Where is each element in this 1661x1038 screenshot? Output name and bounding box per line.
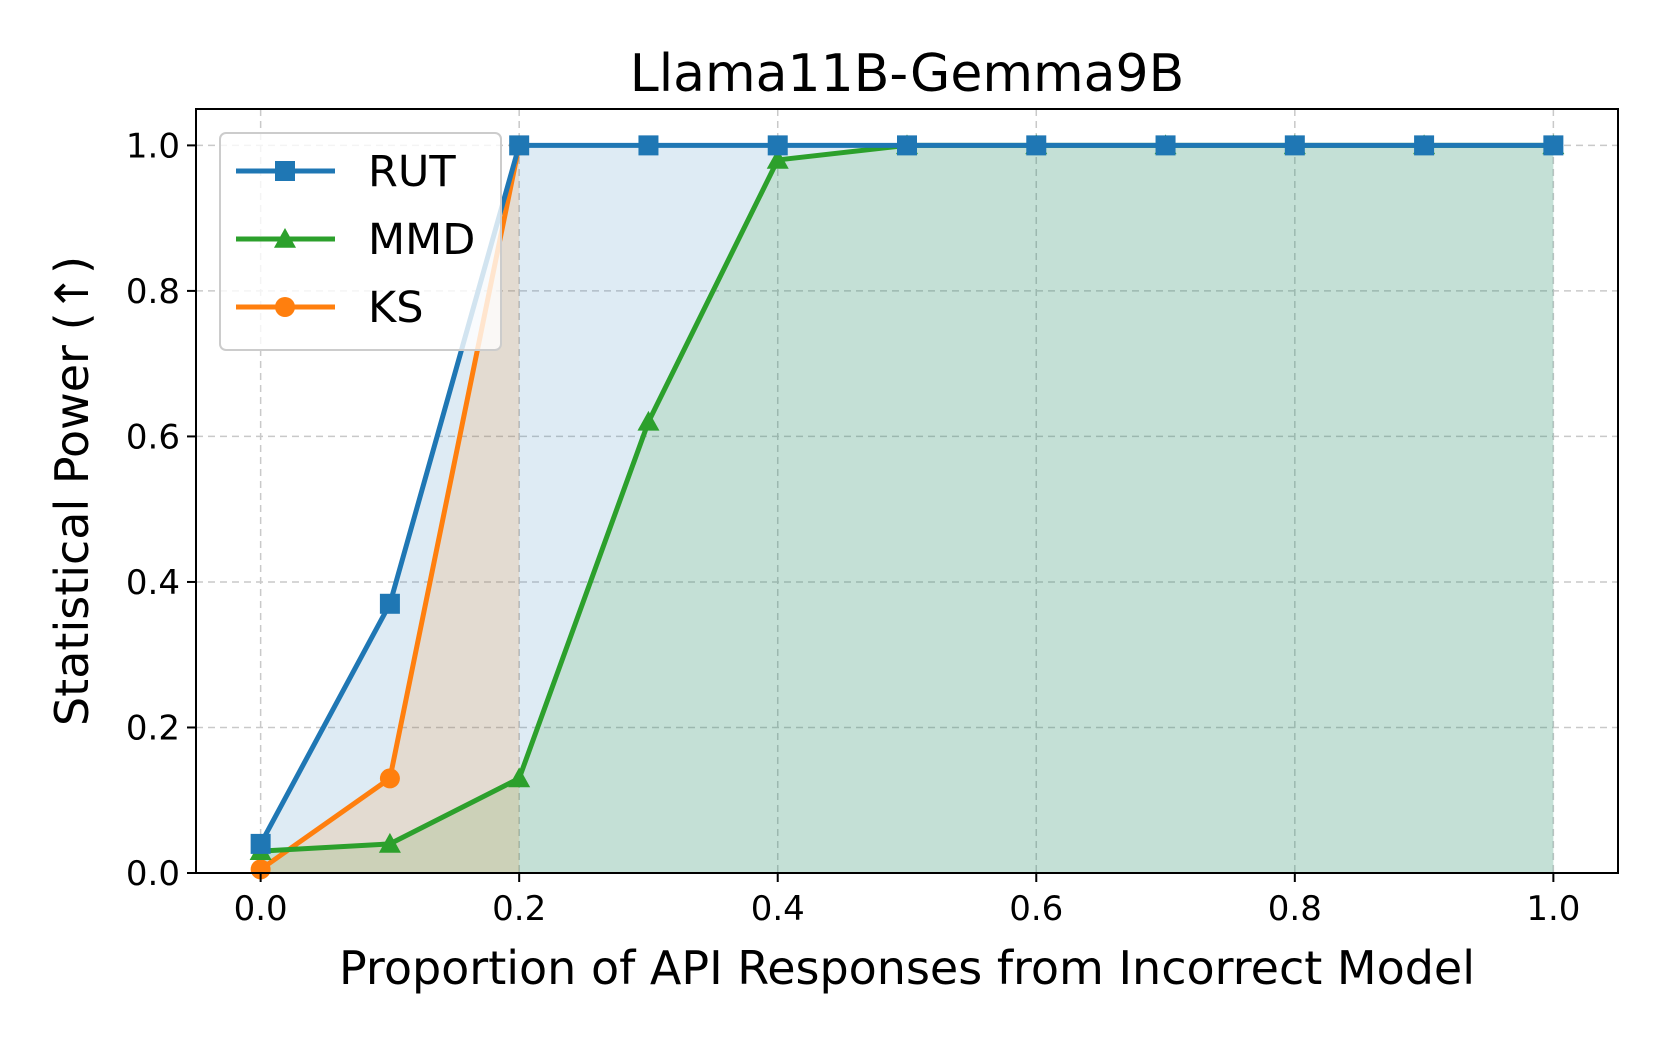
point-rut bbox=[767, 135, 788, 156]
series-markers bbox=[249, 134, 1565, 880]
legend: RUT MMD KS bbox=[219, 132, 502, 351]
legend-marker-rut bbox=[275, 161, 295, 181]
area-ks bbox=[260, 145, 520, 873]
point-rut bbox=[509, 135, 530, 156]
y-tick-label: 0.2 bbox=[126, 708, 180, 748]
legend-label-mmd: MMD bbox=[368, 215, 475, 265]
point-rut bbox=[897, 135, 917, 156]
area-mmd bbox=[260, 145, 1554, 873]
legend-marker-ks bbox=[275, 297, 295, 317]
axes: 0.0 0.2 0.4 0.6 0.8 1.0 0.0 0.2 0.4 0.6 0.8 1.0 bbox=[126, 108, 1619, 929]
point-rut bbox=[1543, 135, 1564, 156]
plot-frame bbox=[195, 108, 1619, 874]
legend-marker-mmd bbox=[274, 228, 296, 248]
x-tick-label: 0.2 bbox=[492, 889, 546, 929]
chart-title: Llama11B-Gemma9B bbox=[630, 44, 1185, 104]
x-tick-label: 0.4 bbox=[751, 889, 805, 929]
y-axis-label: Statistical Power (↑) bbox=[45, 256, 99, 726]
point-mmd bbox=[637, 410, 660, 431]
point-ks bbox=[250, 859, 271, 880]
x-tick-label: 1.0 bbox=[1526, 889, 1580, 929]
y-tick-label: 0.0 bbox=[126, 854, 180, 894]
y-tick-label: 0.6 bbox=[126, 417, 180, 457]
y-tick-label: 1.0 bbox=[126, 126, 180, 166]
point-rut bbox=[1284, 135, 1305, 156]
legend-label-ks: KS bbox=[368, 283, 424, 333]
point-rut bbox=[1414, 135, 1435, 156]
filled-areas bbox=[260, 145, 1554, 873]
point-mmd bbox=[378, 832, 401, 853]
x-tick-label: 0.6 bbox=[1009, 889, 1063, 929]
point-rut bbox=[1155, 135, 1176, 156]
point-rut bbox=[379, 593, 400, 614]
point-rut bbox=[1026, 135, 1047, 156]
x-tick-label: 0.8 bbox=[1268, 889, 1322, 929]
point-rut bbox=[638, 135, 659, 156]
point-rut bbox=[250, 833, 271, 854]
y-tick-label: 0.8 bbox=[126, 272, 180, 312]
legend-box bbox=[219, 132, 502, 351]
x-tick-label: 0.0 bbox=[234, 889, 288, 929]
area-rut bbox=[260, 145, 1554, 873]
y-tick-label: 0.4 bbox=[126, 563, 180, 603]
x-axis-label: Proportion of API Responses from Incorre… bbox=[339, 941, 1475, 995]
point-mmd bbox=[766, 148, 789, 169]
point-mmd bbox=[508, 767, 531, 788]
point-ks bbox=[379, 768, 400, 789]
legend-label-rut: RUT bbox=[368, 147, 456, 197]
